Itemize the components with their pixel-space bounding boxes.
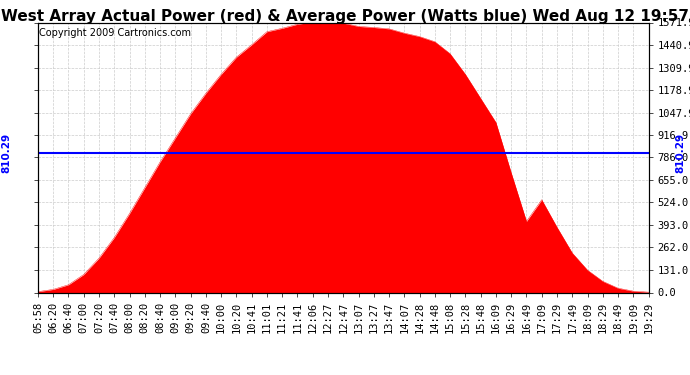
Text: 810.29: 810.29: [676, 133, 685, 173]
Text: Copyright 2009 Cartronics.com: Copyright 2009 Cartronics.com: [39, 28, 191, 38]
Text: 810.29: 810.29: [1, 133, 11, 173]
Text: West Array Actual Power (red) & Average Power (Watts blue) Wed Aug 12 19:57: West Array Actual Power (red) & Average …: [1, 9, 689, 24]
